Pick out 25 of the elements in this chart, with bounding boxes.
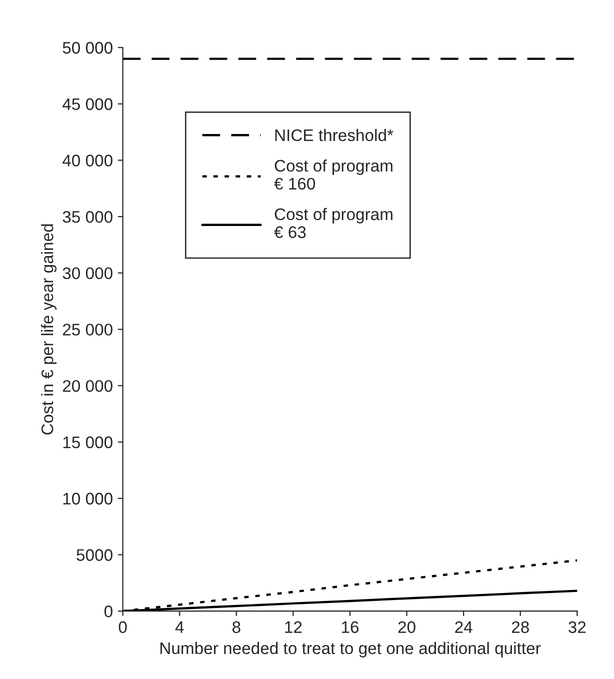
x-tick-label: 20 bbox=[398, 621, 416, 634]
x-tick-label: 8 bbox=[232, 621, 240, 634]
x-tick-label: 4 bbox=[175, 621, 184, 633]
x-tick-label: 16 bbox=[342, 621, 359, 634]
x-axis-title: Number needed to treat to get one additional quitter bbox=[160, 642, 541, 658]
y-tick-label: 30 000 bbox=[62, 267, 112, 280]
x-tick-label: 0 bbox=[118, 621, 127, 634]
y-tick-label: 25 000 bbox=[62, 324, 112, 336]
x-tick-label: 28 bbox=[512, 621, 529, 634]
x-tick-label: 32 bbox=[568, 621, 586, 634]
y-tick-label: 40 000 bbox=[62, 154, 112, 166]
legend-label: Cost of program € 160 bbox=[274, 159, 392, 190]
y-tick-label: 5000 bbox=[76, 549, 112, 561]
x-tick-label: 12 bbox=[285, 621, 302, 633]
y-tick-label: 50 000 bbox=[62, 42, 112, 54]
y-axis-title: Cost in € per life year gained bbox=[41, 224, 57, 435]
x-tick-label: 24 bbox=[455, 621, 472, 633]
y-tick-label: 20 000 bbox=[62, 380, 112, 392]
legend-label: Cost of program € 63 bbox=[274, 208, 392, 238]
y-tick-label: 0 bbox=[104, 606, 112, 618]
y-tick-label: 35 000 bbox=[62, 211, 112, 223]
y-tick-label: 45 000 bbox=[62, 98, 112, 110]
y-tick-label: 10 000 bbox=[63, 492, 112, 505]
y-tick-label: 15 000 bbox=[63, 436, 112, 448]
legend-label: NICE threshold* bbox=[275, 128, 394, 142]
